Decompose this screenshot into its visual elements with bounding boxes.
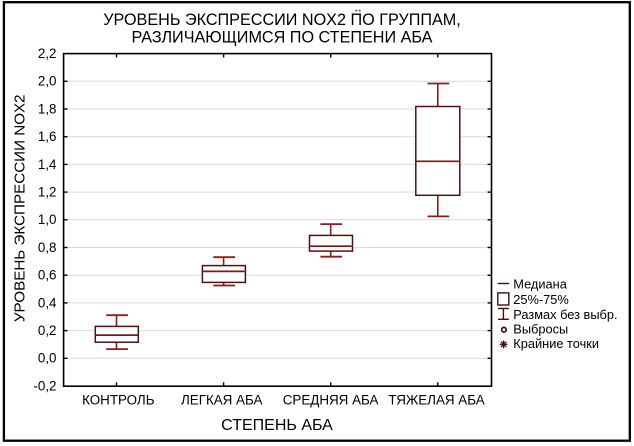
svg-text:РАЗЛИЧАЮЩИМСЯ ПО СТЕПЕНИ АБА: РАЗЛИЧАЮЩИМСЯ ПО СТЕПЕНИ АБА — [132, 29, 433, 47]
svg-text:0,8: 0,8 — [38, 240, 57, 255]
svg-text:2,0: 2,0 — [38, 74, 57, 89]
svg-text:1,2: 1,2 — [38, 185, 57, 200]
svg-text:1,6: 1,6 — [38, 129, 57, 144]
svg-text:УРОВЕНЬ ЭКСПРЕССИИ NOX2: УРОВЕНЬ ЭКСПРЕССИИ NOX2 — [12, 94, 29, 322]
svg-text:25%-75%: 25%-75% — [513, 292, 569, 307]
svg-text:Крайние точки: Крайние точки — [513, 336, 599, 351]
svg-text:Выбросы: Выбросы — [513, 321, 568, 336]
svg-text:СРЕДНЯЯ АБА: СРЕДНЯЯ АБА — [283, 392, 379, 407]
svg-text:1,4: 1,4 — [38, 157, 57, 172]
svg-text:-0,2: -0,2 — [33, 378, 56, 393]
svg-text:Медиана: Медиана — [513, 277, 567, 292]
svg-text:1,0: 1,0 — [38, 212, 57, 227]
svg-text:СТЕПЕНЬ АБА: СТЕПЕНЬ АБА — [221, 417, 333, 434]
svg-text:1,8: 1,8 — [38, 101, 57, 116]
svg-text:Размах без выбр.: Размах без выбр. — [513, 307, 617, 322]
svg-text:КОНТРОЛЬ: КОНТРОЛЬ — [82, 392, 155, 407]
svg-text:0,6: 0,6 — [38, 268, 57, 283]
svg-text:2,2: 2,2 — [38, 46, 57, 61]
svg-text:0,2: 0,2 — [38, 323, 57, 338]
svg-text:ТЯЖЕЛАЯ АБА: ТЯЖЕЛАЯ АБА — [388, 392, 484, 407]
svg-text:ЛЕГКАЯ АБА: ЛЕГКАЯ АБА — [181, 392, 263, 407]
svg-text:УРОВЕНЬ ЭКСПРЕССИИ NOX2 ПО ГРУ: УРОВЕНЬ ЭКСПРЕССИИ NOX2 ПО ГРУППАМ, — [103, 11, 461, 29]
svg-text:0,4: 0,4 — [38, 295, 57, 310]
svg-text:0,0: 0,0 — [38, 351, 57, 366]
